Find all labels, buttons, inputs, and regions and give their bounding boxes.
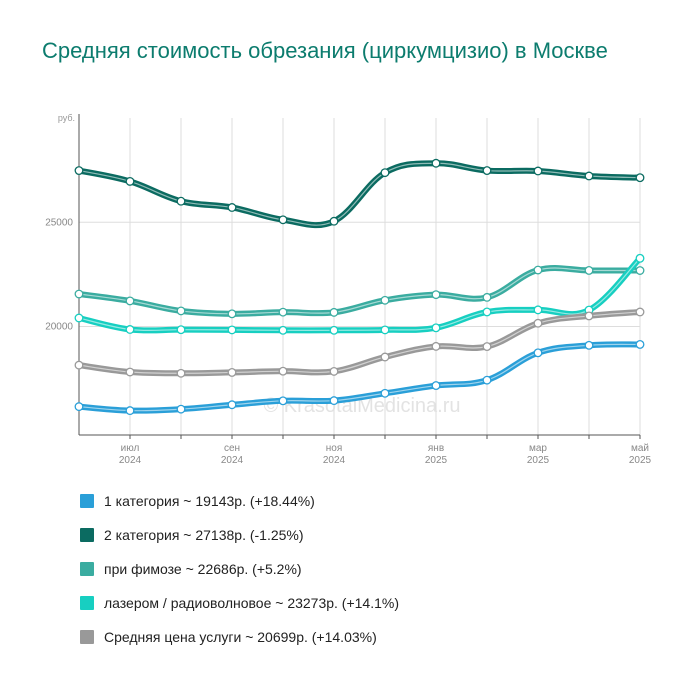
line-chart: 2000025000руб.июл2024сен2024ноя2024янв20… xyxy=(45,113,652,466)
legend-label: 1 категория ~ 19143р. (+18.44%) xyxy=(104,493,315,509)
y-tick-label: 25000 xyxy=(45,217,73,228)
data-point xyxy=(380,295,390,305)
x-tick-label-year: 2025 xyxy=(425,455,448,466)
data-point xyxy=(176,306,186,316)
data-point xyxy=(74,289,84,299)
data-point xyxy=(74,166,84,176)
x-tick-label-month: сен xyxy=(224,443,240,454)
data-point xyxy=(584,311,594,321)
x-tick-label-year: 2024 xyxy=(221,455,244,466)
legend-swatch xyxy=(80,528,94,542)
legend-swatch xyxy=(80,494,94,508)
data-point xyxy=(635,266,645,275)
legend-item[interactable]: Средняя цена услуги ~ 20699р. (+14.03%) xyxy=(80,620,399,654)
data-point xyxy=(278,307,288,317)
data-point xyxy=(635,307,645,317)
data-point xyxy=(482,166,492,176)
data-point xyxy=(533,348,543,358)
data-point xyxy=(584,266,594,275)
data-point xyxy=(176,368,186,378)
data-point xyxy=(329,396,339,406)
legend-item[interactable]: лазером / радиоволновое ~ 23273р. (+14.1… xyxy=(80,586,399,620)
data-point xyxy=(431,341,441,351)
x-tick-label-month: янв xyxy=(428,443,444,454)
x-tick-label-year: 2024 xyxy=(119,455,142,466)
x-tick-label-month: июл xyxy=(121,443,140,454)
x-tick-label-year: 2024 xyxy=(323,455,346,466)
legend-label: Средняя цена услуги ~ 20699р. (+14.03%) xyxy=(104,629,377,645)
data-point xyxy=(125,296,135,306)
x-tick-label-year: 2025 xyxy=(527,455,550,466)
data-point xyxy=(227,400,237,410)
data-point xyxy=(533,318,543,328)
data-point xyxy=(74,360,84,370)
data-point xyxy=(482,342,492,352)
data-point xyxy=(125,367,135,377)
data-point xyxy=(329,366,339,376)
data-point xyxy=(176,196,186,206)
data-point xyxy=(227,325,237,335)
data-point xyxy=(380,168,390,178)
data-point xyxy=(329,216,339,226)
legend-item[interactable]: при фимозе ~ 22686р. (+5.2%) xyxy=(80,552,399,586)
x-tick-label-year: 2025 xyxy=(629,455,652,466)
data-point xyxy=(584,340,594,350)
data-point xyxy=(635,339,645,349)
data-point xyxy=(227,203,237,212)
x-tick-label-month: ноя xyxy=(326,443,343,454)
data-point xyxy=(584,171,594,181)
data-point xyxy=(278,215,288,225)
data-point xyxy=(380,388,390,398)
data-point xyxy=(482,292,492,302)
data-point xyxy=(533,265,543,275)
data-point xyxy=(482,375,492,385)
y-tick-label: 20000 xyxy=(45,322,73,333)
x-tick-label-month: май xyxy=(631,443,649,454)
series-line-highlight xyxy=(78,343,641,412)
legend-label: 2 категория ~ 27138р. (-1.25%) xyxy=(104,527,304,543)
data-point xyxy=(635,253,645,263)
legend: 1 категория ~ 19143р. (+18.44%) 2 категор… xyxy=(80,484,399,654)
data-point xyxy=(380,325,390,335)
data-point xyxy=(278,325,288,335)
data-point xyxy=(74,313,84,323)
data-point xyxy=(278,396,288,406)
series-line-highlight xyxy=(78,267,641,315)
data-point xyxy=(533,166,543,176)
legend-label: при фимозе ~ 22686р. (+5.2%) xyxy=(104,561,302,577)
data-point xyxy=(278,366,288,376)
data-point xyxy=(74,402,84,412)
data-point xyxy=(176,404,186,414)
data-point xyxy=(227,367,237,377)
x-tick-label-month: мар xyxy=(529,443,547,454)
chart-title: Средняя стоимость обрезания (циркумцизио… xyxy=(42,38,608,63)
data-point xyxy=(533,305,543,315)
y-axis-unit: руб. xyxy=(58,113,75,123)
legend-item[interactable]: 2 категория ~ 27138р. (-1.25%) xyxy=(80,518,399,552)
legend-swatch xyxy=(80,596,94,610)
data-point xyxy=(431,323,441,333)
legend-item[interactable]: 1 категория ~ 19143р. (+18.44%) xyxy=(80,484,399,518)
data-point xyxy=(227,309,237,319)
data-point xyxy=(431,158,441,168)
data-point xyxy=(125,176,135,186)
data-point xyxy=(482,307,492,317)
data-point xyxy=(125,406,135,416)
series-line-outline xyxy=(76,308,643,377)
data-point xyxy=(125,325,135,334)
data-point xyxy=(431,381,441,391)
data-point xyxy=(635,173,645,183)
data-point xyxy=(176,325,186,335)
series-line-highlight xyxy=(78,311,641,374)
legend-swatch xyxy=(80,562,94,576)
data-point xyxy=(329,325,339,335)
data-point xyxy=(329,307,339,317)
legend-swatch xyxy=(80,630,94,644)
data-point xyxy=(431,290,441,300)
data-point xyxy=(380,352,390,362)
legend-label: лазером / радиоволновое ~ 23273р. (+14.1… xyxy=(104,595,400,611)
